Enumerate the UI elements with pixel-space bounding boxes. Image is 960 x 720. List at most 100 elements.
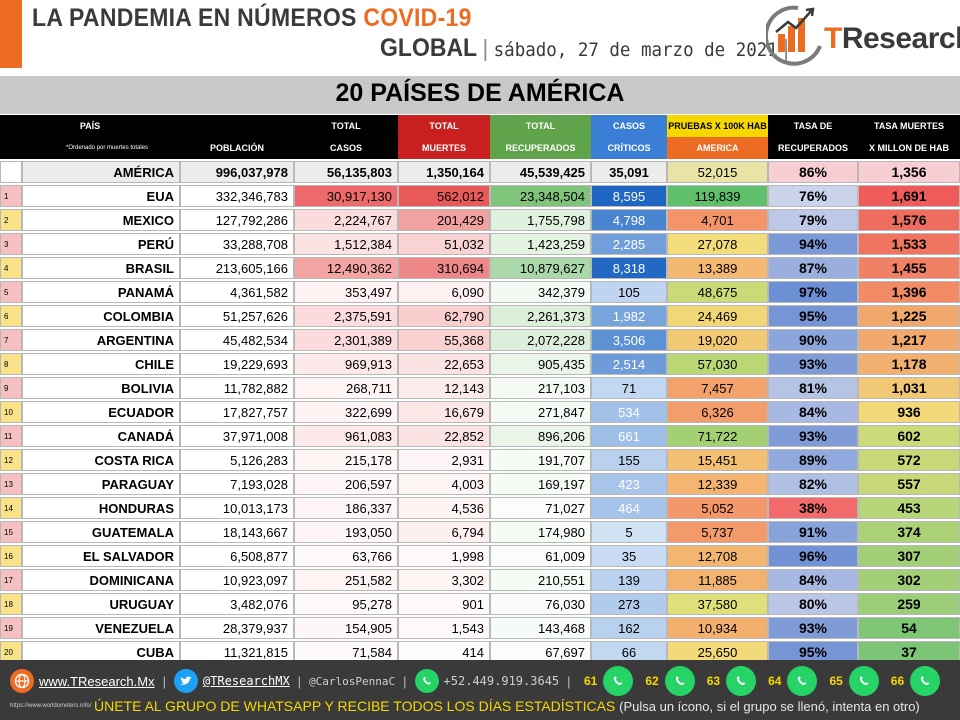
cell-tests: 5,737 — [667, 521, 768, 543]
cell-recovered: 2,261,373 — [490, 305, 591, 327]
scope-label: GLOBAL — [380, 34, 478, 62]
cell-population: 37,971,008 — [180, 425, 294, 447]
whatsapp-icon[interactable] — [848, 666, 879, 696]
row-index: 7 — [0, 329, 22, 351]
separator: | — [567, 673, 571, 689]
country-name: PANAMÁ — [22, 281, 180, 303]
row-index: 3 — [0, 233, 22, 255]
country-name: MEXICO — [22, 209, 180, 231]
cell-deaths: 6,090 — [398, 281, 490, 303]
cell-tests: 6,326 — [667, 401, 768, 423]
table-row: 19 VENEZUELA 28,379,937 154,905 1,543 143,468… — [0, 617, 960, 641]
cell-cases: 961,083 — [294, 425, 398, 447]
tresearch-logo: TResearch — [763, 2, 960, 68]
country-name: BOLIVIA — [22, 377, 180, 399]
cell-recovered: 76,030 — [490, 593, 591, 615]
cell-critical: 464 — [591, 497, 667, 519]
country-name: GUATEMALA — [22, 521, 180, 543]
table-row: 9 BOLIVIA 11,782,882 268,711 12,143 217,103 71… — [0, 377, 960, 401]
logo-chart-icon — [763, 5, 822, 66]
table-row: 12 COSTA RICA 5,126,283 215,178 2,931 191,707… — [0, 449, 960, 473]
row-index: 2 — [0, 209, 22, 231]
cell-population: 6,508,877 — [180, 545, 294, 567]
whatsapp-icon[interactable] — [414, 669, 439, 693]
table-row: 14 HONDURAS 10,013,173 186,337 4,536 71,027 46… — [0, 497, 960, 521]
country-name: EUA — [22, 185, 180, 207]
phone-number[interactable]: +52.449.919.3645 — [443, 674, 560, 688]
whatsapp-group-63[interactable]: 63 — [707, 666, 757, 696]
cell-deaths: 12,143 — [398, 377, 490, 399]
table-row: 16 EL SALVADOR 6,508,877 63,766 1,998 61,009 3… — [0, 545, 960, 569]
subtitle: GLOBAL | sábado, 27 de marzo de 2021 | — [380, 34, 794, 63]
cell-death-rate: 1,691 — [858, 185, 960, 207]
country-name: PERÚ — [22, 233, 180, 255]
cell-death-rate: 37 — [858, 641, 960, 663]
accent-bar — [0, 0, 22, 68]
row-index: 5 — [0, 281, 22, 303]
cell-critical: 273 — [591, 593, 667, 615]
cell-recovered: 71,027 — [490, 497, 591, 519]
web-icon[interactable] — [10, 669, 34, 693]
twitter-icon[interactable] — [173, 669, 198, 693]
cell-recovery-rate: 80% — [768, 593, 858, 615]
cell-critical: 5 — [591, 521, 667, 543]
header-cell-bottom: CASOS — [329, 143, 362, 153]
cell-recovery-rate: 86% — [768, 161, 858, 183]
cell-death-rate: 1,396 — [858, 281, 960, 303]
cell-critical: 71 — [591, 377, 667, 399]
cell-cases: 322,699 — [294, 401, 398, 423]
table-row: 2 MEXICO 127,792,286 2,224,767 201,429 1,755,… — [0, 209, 960, 233]
header-cell-bottom: MUERTES — [398, 137, 490, 159]
header-cell-bottom: POBLACIÓN — [210, 143, 264, 153]
cell-cases: 969,913 — [294, 353, 398, 375]
cell-tests: 13,389 — [667, 257, 768, 279]
cell-death-rate: 602 — [858, 425, 960, 447]
whatsapp-group-62[interactable]: 62 — [645, 666, 695, 696]
table-row: 5 PANAMÁ 4,361,582 353,497 6,090 342,379 105 48… — [0, 281, 960, 305]
cell-cases: 251,582 — [294, 569, 398, 591]
whatsapp-icon[interactable] — [726, 666, 757, 696]
cell-critical: 35 — [591, 545, 667, 567]
twitter-handle[interactable]: @TResearchMX — [202, 674, 290, 688]
whatsapp-icon[interactable] — [910, 666, 941, 696]
table-row: 4 BRASIL 213,605,166 12,490,362 310,694 10,87… — [0, 257, 960, 281]
cell-recovered: 61,009 — [490, 545, 591, 567]
country-name: PARAGUAY — [22, 473, 180, 495]
group-number: 66 — [890, 674, 905, 688]
table-row: 15 GUATEMALA 18,143,667 193,050 6,794 174,980… — [0, 521, 960, 545]
cell-population: 4,361,582 — [180, 281, 294, 303]
cell-recovery-rate: 84% — [768, 401, 858, 423]
author-handle[interactable]: @CarlosPennaC — [309, 674, 396, 688]
whatsapp-icon[interactable] — [603, 666, 634, 696]
cell-population: 213,605,166 — [180, 257, 294, 279]
cell-tests: 24,469 — [667, 305, 768, 327]
cell-critical: 155 — [591, 449, 667, 471]
whatsapp-group-65[interactable]: 65 — [829, 666, 879, 696]
row-index: 9 — [0, 377, 22, 399]
country-name: COLOMBIA — [22, 305, 180, 327]
whatsapp-group-64[interactable]: 64 — [768, 666, 818, 696]
cell-deaths: 22,653 — [398, 353, 490, 375]
cell-critical: 35,091 — [591, 161, 667, 183]
cell-cases: 186,337 — [294, 497, 398, 519]
header-cell-top: CASOS — [591, 115, 667, 137]
cell-recovered: 217,103 — [490, 377, 591, 399]
cell-deaths: 4,536 — [398, 497, 490, 519]
cell-population: 127,792,286 — [180, 209, 294, 231]
group-number: 64 — [768, 674, 782, 688]
whatsapp-icon[interactable] — [787, 666, 818, 696]
cell-recovered: 174,980 — [490, 521, 591, 543]
table-row: 6 COLOMBIA 51,257,626 2,375,591 62,790 2,261,… — [0, 305, 960, 329]
header-cell-bottom: X MILLON DE HAB — [869, 143, 949, 153]
whatsapp-icon[interactable] — [664, 666, 695, 696]
website-link[interactable]: www.TResearch.Mx — [39, 673, 155, 689]
cell-recovery-rate: 87% — [768, 257, 858, 279]
cell-recovered: 271,847 — [490, 401, 591, 423]
title-covid: COVID-19 — [363, 4, 472, 32]
whatsapp-group-61[interactable]: 61 — [584, 666, 634, 696]
cell-deaths: 1,998 — [398, 545, 490, 567]
cell-tests: 10,934 — [667, 617, 768, 639]
whatsapp-group-66[interactable]: 66 — [890, 666, 941, 696]
row-index: 19 — [0, 617, 22, 639]
